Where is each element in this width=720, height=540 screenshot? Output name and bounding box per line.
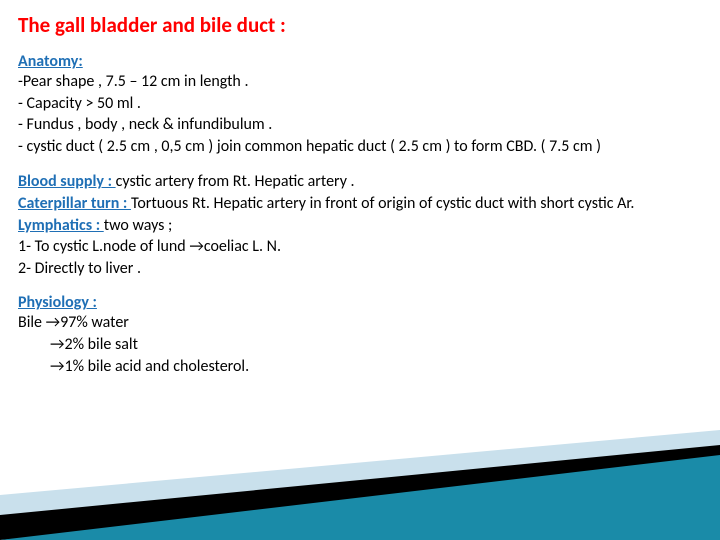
- physiology-line2: →2% bile salt: [18, 334, 702, 356]
- lymphatics-line1: 1- To cystic L.node of lund →coeliac L. …: [18, 236, 702, 258]
- anatomy-line2: - Capacity > 50 ml .: [18, 93, 702, 115]
- lymphatics-text: two ways ;: [104, 216, 173, 235]
- anatomy-line1: -Pear shape , 7.5 – 12 cm in length .: [18, 71, 702, 93]
- blood-supply-text: cystic artery from Rt. Hepatic artery .: [116, 172, 355, 191]
- slide-content: The gall bladder and bile duct : Anatomy…: [0, 0, 720, 403]
- anatomy-section: Anatomy: -Pear shape , 7.5 – 12 cm in le…: [18, 52, 702, 157]
- slide-title: The gall bladder and bile duct :: [18, 12, 702, 38]
- lymphatics-header: Lymphatics :: [18, 216, 104, 235]
- physiology-header: Physiology :: [18, 293, 97, 312]
- anatomy-line3: - Fundus , body , neck & infundibulum .: [18, 114, 702, 136]
- caterpillar-header: Caterpillar turn :: [18, 194, 131, 213]
- anatomy-header: Anatomy:: [18, 52, 83, 71]
- physiology-line1: Bile →97% water: [18, 312, 702, 334]
- middle-section: Blood supply : cystic artery from Rt. He…: [18, 171, 702, 279]
- blood-supply-header: Blood supply :: [18, 172, 116, 191]
- slide-decoration: [0, 420, 720, 540]
- caterpillar-text: Tortuous Rt. Hepatic artery in front of …: [131, 194, 634, 213]
- physiology-section: Physiology : Bile →97% water →2% bile sa…: [18, 293, 702, 377]
- anatomy-line4: - cystic duct ( 2.5 cm , 0,5 cm ) join c…: [18, 136, 702, 158]
- lymphatics-line2: 2- Directly to liver .: [18, 258, 702, 280]
- physiology-line3: →1% bile acid and cholesterol.: [18, 356, 702, 378]
